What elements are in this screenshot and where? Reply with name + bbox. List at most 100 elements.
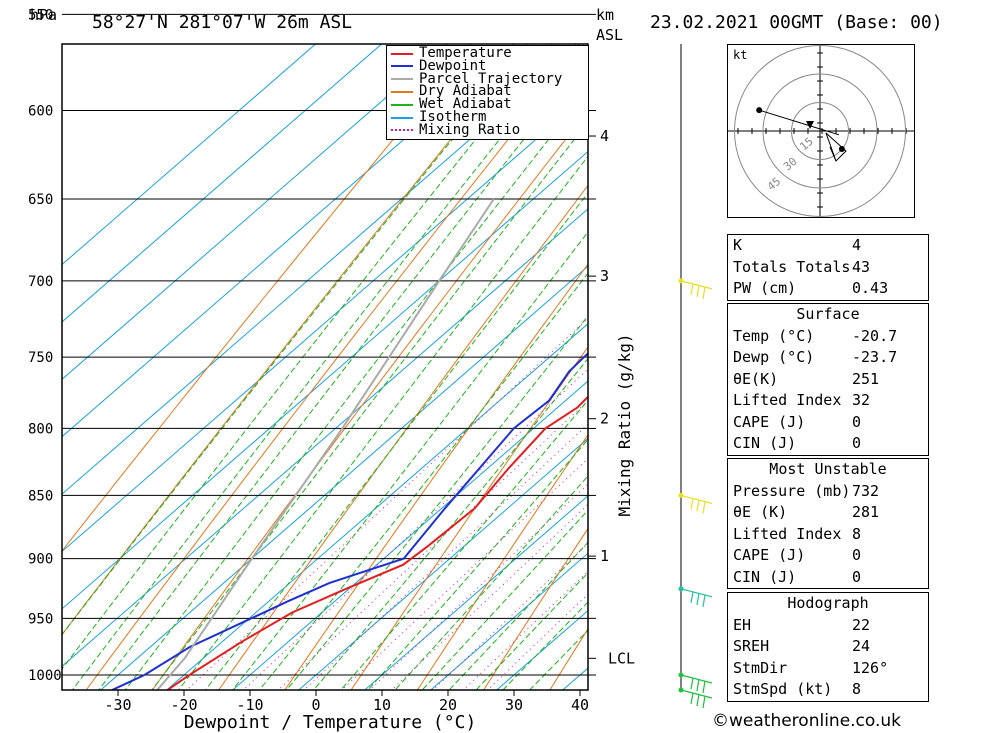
hodograph-ring (791, 102, 849, 160)
index-row: Pressure (mb) 732 (728, 481, 928, 503)
legend-item: Mixing Ratio (391, 121, 521, 138)
temperature-tick-label: 10 (373, 696, 391, 714)
index-row: EH 22 (728, 615, 928, 637)
legend-label: Temperature (419, 45, 512, 61)
index-value: 0 (852, 412, 862, 431)
index-label: Lifted Index (733, 524, 842, 543)
index-label: θE(K) (733, 369, 779, 388)
asl-label: ASL (596, 26, 624, 44)
hodograph-top-point (756, 107, 763, 114)
pressure-tick-label: 600 (28, 104, 53, 120)
legend-swatch (391, 129, 413, 132)
index-value: 24 (852, 637, 871, 655)
legend-item: Isotherm (391, 109, 487, 125)
index-value: -20.7 (852, 326, 898, 345)
hodograph-title: Hodograph (787, 594, 869, 612)
pressure-tick-label: 750 (28, 350, 53, 366)
index-label: Lifted Index (733, 391, 842, 409)
hodograph-ring-label: 45 (765, 175, 784, 193)
surface-wind-barb (825, 132, 847, 162)
dry-adiabat-line (218, 184, 588, 690)
legend-label: Isotherm (419, 109, 487, 125)
temperature-tick-label: 20 (439, 696, 457, 714)
copyright-footer[interactable]: ©weatheronline.co.uk (712, 711, 902, 731)
pressure-tick-label: 800 (28, 421, 53, 437)
hodograph-indices-panel: Hodograph EH 22 SREH 24 StmDir 126° StmSpd (kt… (727, 592, 929, 702)
wet-adiabat-line (71, 44, 577, 690)
index-row: PW (cm) 0.43 (728, 278, 928, 300)
wet-adiabat-line (394, 475, 588, 690)
dry-adiabat-line (928, 0, 1000, 729)
legend-item: Dewpoint (391, 57, 487, 74)
index-label: StmSpd (kt) (733, 680, 833, 698)
index-row: CIN (J) 0 (728, 433, 928, 455)
pressure-tick-label: 1000 (28, 668, 62, 684)
index-value: 281 (852, 503, 880, 521)
hodograph-unit-label: kt (733, 48, 747, 62)
index-label: EH (733, 615, 752, 634)
index-value: 22 (852, 615, 871, 634)
mixing-ratio-axis-label: Mixing Ratio (g/kg) (615, 333, 634, 516)
legend-item: Parcel Trajectory (391, 72, 562, 86)
wet-adiabat-line (204, 192, 588, 690)
surface-title: Surface (796, 305, 860, 323)
dry-adiabat-line (350, 346, 588, 690)
temperature-tick-label: 40 (571, 696, 589, 714)
index-label: Temp (°C) (733, 326, 815, 345)
index-value: 8 (852, 680, 862, 698)
x-axis-label: Dewpoint / Temperature (°C) (184, 712, 477, 733)
pressure-unit-label: hPa (30, 6, 58, 24)
index-value: 126° (852, 658, 889, 677)
temperature-tick-label: -30 (104, 696, 131, 714)
most-unstable-panel: Most Unstable Pressure (mb) 732 θE (K) 281 L… (727, 458, 929, 589)
wet-adiabat-line (421, 509, 588, 690)
index-value: 0 (852, 546, 862, 564)
index-row: CIN (J) 0 (728, 567, 928, 589)
index-row: CAPE (J) 0 (728, 545, 928, 567)
dry-adiabat-line (483, 527, 588, 690)
hodograph-ring (734, 45, 906, 217)
index-value: -23.7 (852, 348, 898, 366)
legend-label: Mixing Ratio (419, 121, 521, 138)
hodograph-ring (762, 73, 878, 189)
indices-top-panel: K 4 Totals Totals 43 PW (cm) 0.43 (727, 234, 929, 301)
index-value: 32 (852, 391, 871, 409)
km-tick-label: 4 (600, 127, 609, 145)
wet-adiabat-line (448, 541, 588, 690)
temperature-tick-label: -10 (236, 696, 263, 714)
dry-adiabat-line (416, 433, 588, 690)
mixing-ratio-label: 6 (956, 97, 963, 110)
legend-label: Dewpoint (419, 57, 487, 74)
hodograph-panel: kt 15 30 45 (727, 44, 915, 218)
wet-adiabat-line (62, 44, 554, 670)
km-tick-label: 5 (600, 0, 609, 3)
km-tick-label: 2 (600, 410, 609, 428)
index-row: θE (K) 281 (728, 502, 928, 524)
legend-label: Dry Adiabat (419, 83, 512, 100)
index-row: Totals Totals 43 (728, 257, 928, 279)
legend-item: Dry Adiabat (391, 83, 512, 100)
index-label: K (733, 236, 743, 254)
wet-adiabat-line (231, 231, 588, 690)
hodograph-point (838, 146, 845, 152)
legend-swatch (391, 52, 413, 55)
index-row: Lifted Index 32 (728, 390, 928, 412)
legend-swatch (391, 65, 413, 68)
index-label: PW (cm) (733, 279, 797, 297)
dry-adiabat-line (85, 44, 585, 690)
km-tick-label: LCL (608, 649, 635, 667)
pressure-tick-label: 700 (28, 274, 53, 290)
index-row: Dewp (°C) -23.7 (728, 347, 928, 369)
legend-swatch (391, 103, 413, 106)
hodograph-ring-label: 30 (781, 155, 800, 173)
index-label: Dewp (°C) (733, 348, 815, 366)
legend-item: Temperature (391, 45, 512, 61)
mixing-ratio-line (186, 317, 588, 690)
legend-label: Wet Adiabat (419, 96, 512, 113)
temperature-tick-label: -20 (170, 696, 197, 714)
